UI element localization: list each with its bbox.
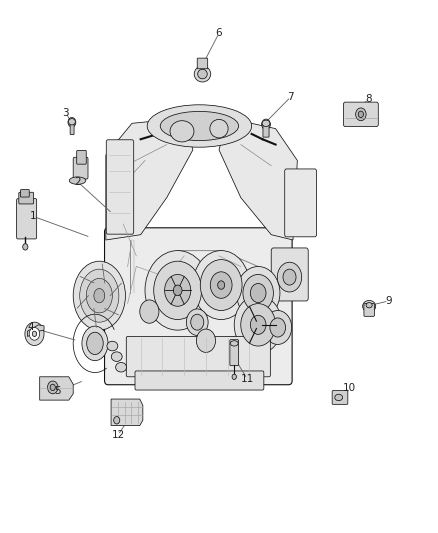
- Ellipse shape: [107, 341, 118, 351]
- Circle shape: [68, 117, 76, 127]
- Ellipse shape: [363, 301, 376, 312]
- Ellipse shape: [68, 118, 75, 125]
- Polygon shape: [106, 118, 193, 240]
- Ellipse shape: [366, 303, 372, 308]
- Circle shape: [196, 329, 215, 352]
- Text: 9: 9: [385, 296, 392, 306]
- Circle shape: [251, 284, 266, 303]
- FancyBboxPatch shape: [19, 192, 34, 204]
- Circle shape: [29, 327, 40, 340]
- FancyBboxPatch shape: [21, 190, 29, 197]
- FancyBboxPatch shape: [230, 340, 239, 366]
- FancyBboxPatch shape: [70, 122, 74, 134]
- Circle shape: [356, 108, 366, 120]
- Ellipse shape: [262, 120, 270, 126]
- Ellipse shape: [116, 362, 127, 372]
- Circle shape: [237, 266, 280, 319]
- Circle shape: [251, 316, 266, 334]
- Circle shape: [32, 331, 37, 336]
- Circle shape: [270, 318, 286, 337]
- Ellipse shape: [335, 394, 343, 401]
- Ellipse shape: [194, 66, 211, 82]
- Ellipse shape: [69, 177, 86, 184]
- FancyBboxPatch shape: [105, 228, 292, 385]
- Circle shape: [191, 314, 204, 330]
- FancyBboxPatch shape: [343, 102, 378, 126]
- Circle shape: [261, 119, 270, 130]
- FancyBboxPatch shape: [73, 157, 88, 179]
- Ellipse shape: [73, 261, 125, 330]
- Ellipse shape: [80, 269, 119, 322]
- FancyBboxPatch shape: [126, 336, 270, 377]
- Polygon shape: [219, 118, 297, 240]
- Circle shape: [25, 322, 44, 345]
- FancyBboxPatch shape: [197, 58, 208, 69]
- FancyBboxPatch shape: [285, 169, 317, 237]
- Text: 3: 3: [63, 108, 69, 118]
- Circle shape: [358, 111, 364, 117]
- FancyBboxPatch shape: [77, 150, 86, 164]
- Circle shape: [283, 269, 296, 285]
- Text: 8: 8: [365, 94, 371, 104]
- Circle shape: [154, 261, 201, 319]
- Circle shape: [200, 260, 242, 311]
- Text: 11: 11: [240, 374, 254, 384]
- Ellipse shape: [210, 119, 228, 138]
- Text: 12: 12: [111, 430, 125, 440]
- Circle shape: [243, 274, 273, 312]
- Ellipse shape: [87, 332, 103, 354]
- Circle shape: [50, 384, 55, 391]
- Ellipse shape: [94, 288, 105, 303]
- Circle shape: [210, 272, 232, 298]
- FancyBboxPatch shape: [106, 140, 134, 234]
- Circle shape: [23, 244, 28, 250]
- Circle shape: [47, 381, 58, 394]
- Text: 6: 6: [215, 28, 223, 38]
- Circle shape: [173, 285, 182, 296]
- Ellipse shape: [170, 120, 194, 142]
- Text: 10: 10: [343, 383, 356, 393]
- FancyBboxPatch shape: [364, 304, 374, 317]
- Circle shape: [114, 417, 120, 424]
- Ellipse shape: [147, 105, 252, 147]
- Ellipse shape: [230, 341, 238, 346]
- Ellipse shape: [198, 69, 207, 79]
- FancyBboxPatch shape: [135, 371, 264, 390]
- Text: 4: 4: [28, 322, 34, 333]
- Circle shape: [186, 309, 208, 335]
- Ellipse shape: [74, 167, 87, 177]
- Circle shape: [218, 281, 225, 289]
- Ellipse shape: [160, 111, 239, 141]
- Circle shape: [165, 274, 191, 306]
- Text: 2: 2: [74, 176, 81, 187]
- Circle shape: [145, 251, 210, 330]
- Text: 7: 7: [287, 92, 294, 102]
- FancyBboxPatch shape: [271, 248, 308, 301]
- Polygon shape: [40, 377, 73, 400]
- Text: 5: 5: [55, 386, 61, 396]
- Circle shape: [140, 300, 159, 323]
- FancyBboxPatch shape: [17, 199, 37, 239]
- FancyBboxPatch shape: [263, 123, 269, 137]
- Circle shape: [277, 262, 302, 292]
- Circle shape: [241, 304, 276, 346]
- Polygon shape: [111, 399, 143, 425]
- Circle shape: [232, 374, 237, 379]
- Polygon shape: [28, 325, 44, 336]
- Circle shape: [234, 296, 282, 354]
- Ellipse shape: [82, 326, 108, 361]
- Ellipse shape: [111, 352, 122, 361]
- FancyBboxPatch shape: [332, 391, 348, 405]
- Circle shape: [264, 311, 292, 344]
- Text: 1: 1: [29, 211, 36, 221]
- Circle shape: [193, 251, 250, 319]
- Ellipse shape: [86, 278, 113, 313]
